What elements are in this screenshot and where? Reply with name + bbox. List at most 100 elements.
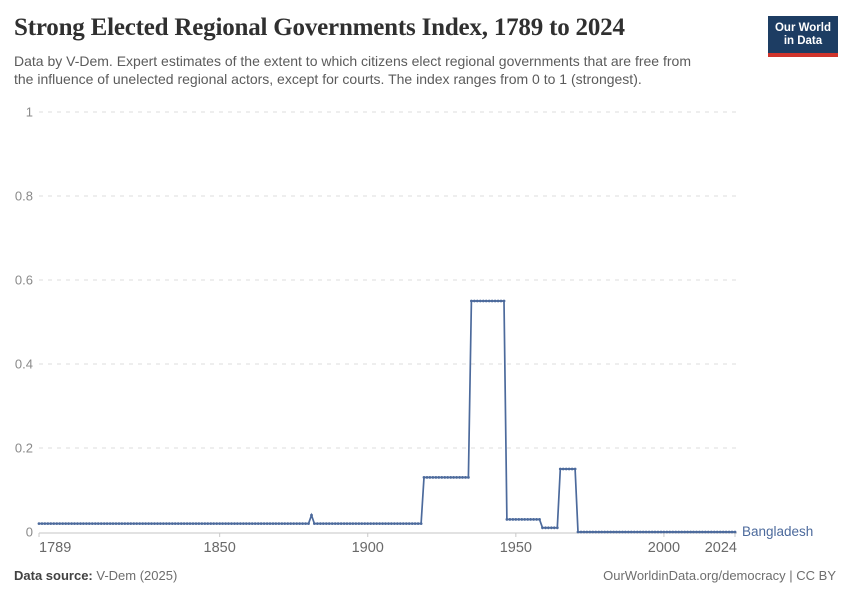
series-point (499, 299, 503, 303)
series-point (514, 518, 518, 521)
series-point (558, 467, 562, 471)
series-point (573, 467, 577, 471)
series-point (550, 526, 553, 530)
series-point (692, 530, 695, 534)
series-point (366, 522, 370, 525)
series-point (221, 522, 225, 525)
series-point (123, 522, 127, 525)
series-point (458, 476, 461, 479)
series-point (324, 522, 328, 525)
series-point (576, 530, 580, 534)
series-point (473, 299, 476, 303)
series-point (176, 522, 180, 525)
series-point (715, 530, 719, 534)
series-point (354, 522, 358, 525)
series-point (668, 530, 672, 534)
series-point (90, 522, 94, 525)
series-point (336, 522, 340, 525)
series-point (612, 530, 615, 534)
series-point (431, 476, 435, 479)
series-point (250, 522, 254, 525)
owid-logo[interactable]: Our World in Data (767, 16, 838, 57)
series-point (597, 530, 601, 534)
series-point (680, 530, 684, 534)
series-point (615, 530, 618, 534)
series-point (618, 530, 621, 534)
series-point (627, 530, 630, 534)
series-point (203, 522, 207, 525)
series-point (579, 530, 583, 534)
series-point (363, 522, 367, 525)
series-point (132, 522, 136, 525)
series-point (475, 299, 479, 303)
series-point (70, 522, 73, 525)
series-point (529, 518, 532, 521)
series-point (43, 522, 47, 525)
series-point (709, 530, 713, 534)
series-point (401, 522, 405, 525)
x-axis-tick-label: 1950 (500, 540, 532, 556)
series-point (165, 522, 168, 525)
series-line-bangladesh[interactable] (39, 300, 735, 533)
series-point (372, 522, 376, 525)
series-point (493, 299, 497, 303)
chart-subtitle-line2: the influence of unelected regional acto… (14, 71, 642, 87)
series-point (348, 522, 352, 525)
series-point (455, 476, 458, 479)
series-point (588, 530, 592, 534)
series-point (718, 530, 722, 534)
series-point (289, 522, 293, 525)
chart-subtitle: Data by V-Dem. Expert estimates of the e… (14, 52, 774, 88)
series-point (600, 530, 604, 534)
series-point (470, 299, 473, 303)
series-point (683, 530, 687, 534)
series-point (188, 522, 192, 525)
series-point (603, 530, 607, 534)
x-axis-tick-label: 2000 (648, 540, 680, 556)
series-point (724, 530, 728, 534)
series-point (555, 526, 559, 530)
series-point (437, 476, 441, 479)
series-point (440, 476, 444, 479)
series-point (629, 530, 633, 534)
series-point (541, 526, 544, 530)
series-point (517, 518, 521, 521)
series-point (381, 522, 384, 525)
series-point (40, 522, 44, 525)
series-point (85, 522, 88, 525)
series-point (256, 522, 260, 525)
series-point (162, 522, 165, 525)
y-axis-tick-label: 0.8 (15, 189, 33, 204)
series-point (114, 522, 118, 525)
series-point (227, 522, 230, 525)
series-point (461, 476, 464, 479)
series-point (398, 522, 402, 525)
series-point (242, 522, 245, 525)
data-source-value: V-Dem (2025) (92, 568, 178, 583)
series-point (218, 522, 222, 525)
license-link[interactable]: OurWorldinData.org/democracy | CC BY (603, 568, 836, 583)
series-point (419, 522, 423, 525)
series-point (396, 522, 399, 525)
series-point (695, 530, 698, 534)
series-point (582, 530, 586, 534)
series-point (390, 522, 393, 525)
series-point (321, 522, 325, 525)
series-point (665, 530, 669, 534)
series-point (87, 522, 91, 525)
series-point (698, 530, 701, 534)
series-point (271, 522, 275, 525)
series-point (446, 476, 450, 479)
y-axis-tick-label: 0 (26, 525, 33, 540)
series-point (117, 522, 121, 525)
series-label-bangladesh[interactable]: Bangladesh (742, 524, 813, 539)
series-point (407, 522, 411, 525)
series-point (416, 522, 420, 525)
series-point (209, 522, 213, 525)
series-point (452, 476, 455, 479)
series-point (674, 530, 678, 534)
series-point (404, 522, 408, 525)
series-point (49, 522, 53, 525)
series-point (609, 530, 612, 534)
